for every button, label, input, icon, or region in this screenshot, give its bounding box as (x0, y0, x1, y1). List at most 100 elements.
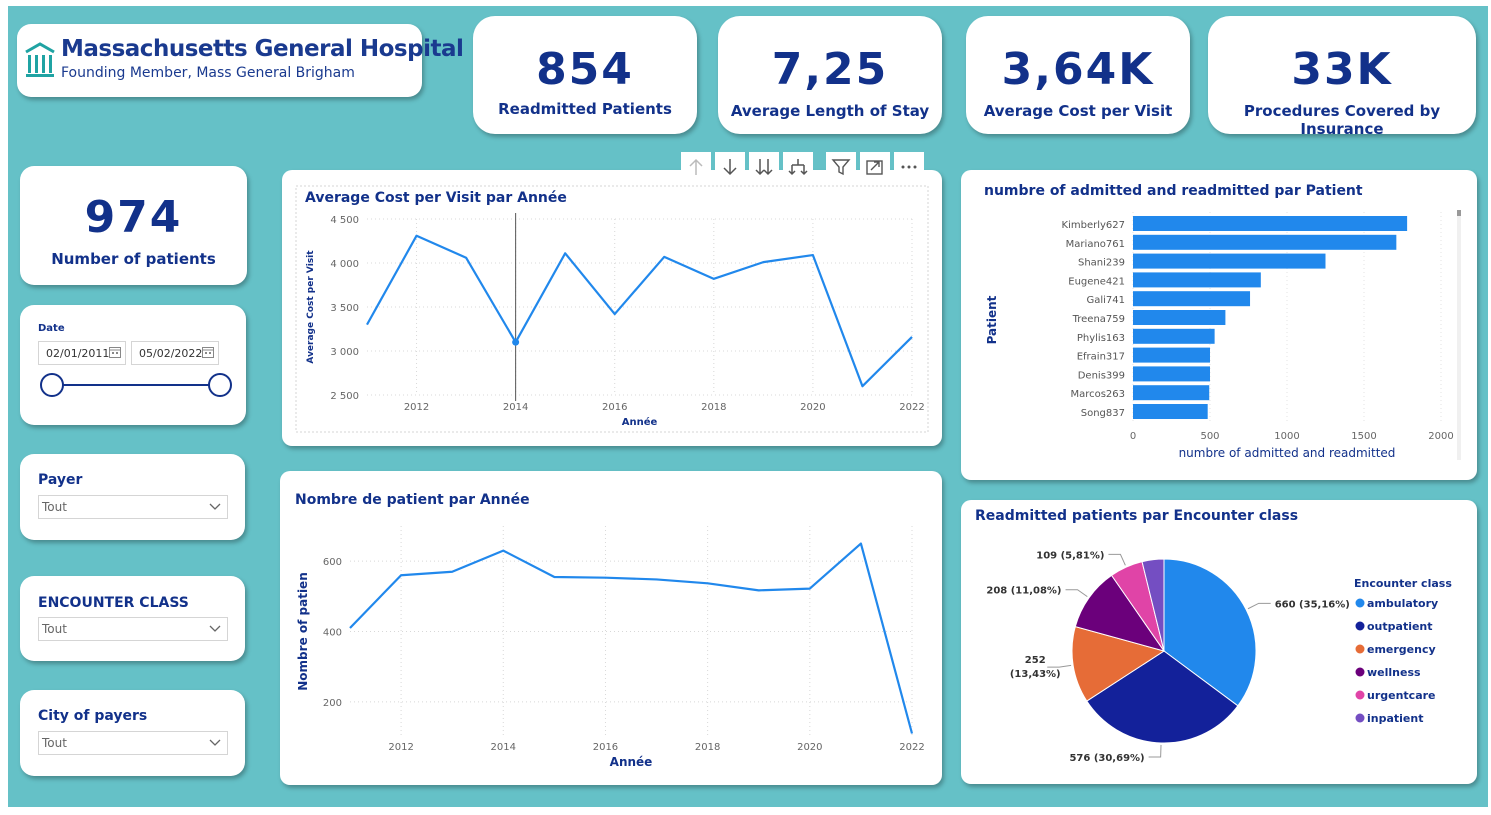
calendar-icon[interactable] (202, 346, 214, 358)
bar (1133, 347, 1210, 363)
cost-per-visit-chart-card: Average Cost per Visit par Année 2 500 3 … (282, 170, 942, 446)
x-tick-label: 0 (1130, 431, 1136, 442)
x-tick-label: 2016 (602, 402, 627, 413)
category-label: Song837 (1081, 408, 1125, 419)
payer-dropdown-value: Tout (42, 500, 67, 514)
x-tick-label: 2020 (800, 402, 825, 413)
y-tick-label: 3 000 (330, 347, 359, 358)
more-icon (901, 165, 917, 169)
kpi-label: Procedures Covered by Insurance (1243, 102, 1441, 138)
pie-data-label: 576 (30,69%) (1069, 753, 1144, 764)
admitted-readmitted-chart-card: numbre of admitted and readmitted par Pa… (961, 170, 1477, 480)
payer-dropdown[interactable]: Tout (38, 495, 228, 519)
category-label: Marcos263 (1070, 389, 1125, 400)
legend-label-inpatient: inpatient (1367, 712, 1423, 725)
data-point (512, 338, 520, 346)
patients-count-card: 974 Number of patients (20, 166, 247, 285)
city-of-payers-dropdown[interactable]: Tout (38, 731, 228, 755)
more-options-button[interactable] (894, 152, 924, 182)
pie-leader-line (1108, 553, 1126, 566)
x-tick-label: 2014 (491, 742, 516, 753)
y-tick-label: 2 500 (330, 391, 359, 402)
chevron-down-icon[interactable] (207, 497, 223, 515)
go-to-next-level-button[interactable] (749, 152, 779, 182)
kpi-value: 33K (1291, 44, 1393, 95)
y-axis-label: Nombre of patien (296, 572, 310, 690)
chart-title: Readmitted patients par Encounter class (975, 508, 1299, 524)
focus-mode-button[interactable] (860, 152, 890, 182)
x-tick-label: 2020 (797, 742, 822, 753)
visual-header-toolbar (671, 152, 925, 182)
city-of-payers-dropdown-value: Tout (42, 736, 67, 750)
expand-hierarchy-button[interactable] (783, 152, 813, 182)
kpi-value: 3,64K (1001, 44, 1155, 95)
x-tick-label: 2012 (388, 742, 413, 753)
pie-slice-emergency (1071, 625, 1166, 702)
pie-leader-line (1047, 664, 1072, 668)
range-handle-end[interactable] (208, 373, 232, 397)
encounter-class-slicer: ENCOUNTER CLASS Tout (20, 576, 245, 661)
y-tick-label: 400 (323, 628, 342, 639)
end-date-input[interactable]: 05/02/2022 (131, 341, 219, 365)
start-date-input[interactable]: 02/01/2011 (38, 341, 126, 365)
bar (1133, 385, 1210, 401)
patients-count-label: Number of patients (51, 250, 216, 268)
encounter-class-pie-chart[interactable]: 660 (35,16%) 576 (30,69%) 252 (13,43%) 208 (… (961, 500, 1477, 784)
filter-button[interactable] (826, 152, 856, 182)
legend-title: Encounter class (1354, 577, 1452, 590)
arrow-down-icon (723, 159, 737, 176)
admitted-readmitted-bar-chart[interactable]: 0 500 1000 1500 2000 Kimberly627 Mariano761 Sha… (961, 170, 1477, 480)
chevron-down-icon[interactable] (207, 733, 223, 751)
encounter-class-pie-card: Readmitted patients par Encounter class … (961, 500, 1477, 784)
legend-label-wellness: wellness (1367, 666, 1421, 679)
bar (1133, 291, 1251, 307)
visual-focus-border (295, 185, 929, 433)
y-tick-label: 600 (323, 557, 342, 568)
legend-label-emergency: emergency (1367, 643, 1436, 656)
category-label: Shani239 (1078, 258, 1125, 269)
scrollbar-thumb (1457, 210, 1461, 216)
pie-slice-ambulatory (1163, 558, 1257, 707)
arrow-up-icon (689, 158, 703, 175)
legend-marker-outpatient (1355, 621, 1365, 631)
encounter-class-dropdown[interactable]: Tout (38, 617, 228, 641)
legend-label-urgentcare: urgentcare (1367, 689, 1436, 702)
date-range-slider[interactable] (38, 370, 238, 400)
payer-slicer: Payer Tout (20, 454, 245, 540)
calendar-icon[interactable] (109, 346, 121, 358)
drill-up-button[interactable] (681, 152, 711, 182)
encounter-class-slicer-title: ENCOUNTER CLASS (38, 595, 189, 611)
pie-data-label-percent: (13,43%) (1010, 669, 1061, 680)
category-label: Kimberly627 (1062, 220, 1125, 231)
start-date-value: 02/01/2011 (46, 347, 110, 360)
kpi-card-cost-per-visit: 3,64K Average Cost per Visit (966, 16, 1190, 134)
legend-label-ambulatory: ambulatory (1367, 597, 1438, 610)
kpi-value: 7,25 (771, 44, 889, 95)
y-axis-label: Patient (985, 295, 999, 344)
pie-data-label: 660 (35,16%) (1275, 599, 1350, 610)
kpi-card-procedures-covered: 33K Procedures Covered by Insurance (1208, 16, 1476, 138)
cost-per-visit-line-chart[interactable]: 2 500 3 000 3 500 4 000 4 500 2012 2014 2016 201… (282, 170, 942, 446)
hospital-name: Massachusetts General Hospital (61, 36, 464, 62)
category-label: Eugene421 (1068, 276, 1125, 287)
chart-title: numbre of admitted and readmitted par Pa… (984, 183, 1363, 199)
category-label: Treena759 (1072, 314, 1125, 325)
range-handle-start[interactable] (40, 373, 64, 397)
pie-leader-line (1065, 589, 1088, 598)
patients-per-year-chart-card: Nombre de patient par Année 200 400 600 201… (280, 471, 942, 785)
bar (1133, 404, 1208, 419)
category-label: Gali741 (1086, 295, 1125, 306)
encounter-class-dropdown-value: Tout (42, 622, 67, 636)
drill-down-button[interactable] (715, 152, 745, 182)
expand-icon (866, 160, 883, 175)
fork-down-icon (788, 159, 808, 176)
legend-marker-ambulatory (1355, 598, 1365, 608)
kpi-label: Average Length of Stay (730, 102, 930, 120)
x-tick-label: 2014 (503, 402, 528, 413)
filter-icon (831, 159, 851, 176)
x-axis-label: numbre of admitted and readmitted (1179, 446, 1396, 460)
y-axis-label: Average Cost per Visit (306, 250, 316, 364)
patients-per-year-line-chart[interactable]: 200 400 600 2012 2014 2016 2018 2020 2022 Année No… (280, 471, 942, 785)
series-line (349, 542, 914, 734)
chevron-down-icon[interactable] (207, 619, 223, 637)
